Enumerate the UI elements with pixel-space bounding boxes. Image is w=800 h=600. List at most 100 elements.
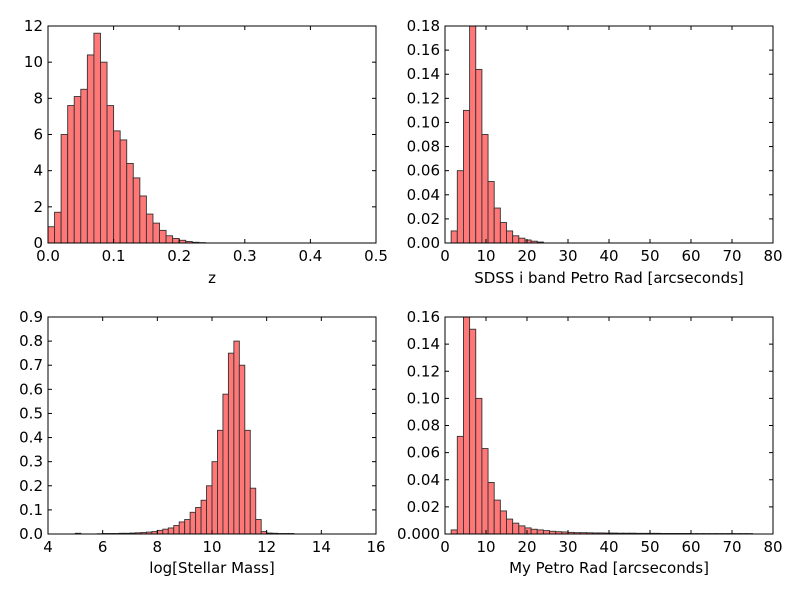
x-tick-label: 0 [440, 538, 450, 556]
x-tick-label: 40 [599, 247, 618, 265]
histogram-bar [506, 230, 514, 244]
histogram-bar [217, 429, 224, 535]
histogram-bar [227, 352, 235, 535]
histogram-bar [493, 499, 501, 535]
histogram-bar [238, 364, 246, 535]
histogram-bar [512, 522, 520, 535]
histogram-bar [450, 529, 458, 535]
y-tick-label: 0.06 [407, 444, 440, 462]
histogram-bar [469, 25, 477, 244]
y-tick-label: 0.04 [407, 186, 440, 204]
histogram-bar [145, 213, 154, 244]
histogram-bar [178, 521, 186, 535]
histogram-bar [184, 519, 191, 535]
histogram-bar [222, 393, 229, 535]
y-tick-label: 0.00 [407, 234, 440, 252]
y-tick-label: 4 [33, 162, 43, 180]
chart-panel-4: 0 10 20 30 40 50 60 70 80 0.000 0.02 0.04 0.06 0.08 0.… [397, 308, 783, 577]
histogram-bar [73, 96, 82, 244]
histogram-bar [463, 316, 471, 535]
histogram-bar [113, 130, 121, 244]
histogram-bar [530, 528, 538, 535]
x-tick-label: 60 [681, 538, 700, 556]
histogram-bar [80, 88, 88, 244]
histogram-bar [189, 511, 197, 535]
y-tick-label: 0.3 [19, 453, 43, 471]
histogram-bar [456, 435, 464, 535]
histogram-bar [156, 529, 164, 535]
y-tick-label: 6 [33, 126, 43, 144]
histogram-bar [255, 519, 262, 535]
x-axis-label: SDSS i band Petro Rad [arcseconds] [474, 269, 744, 287]
y-tick-label: 0.18 [407, 17, 440, 35]
x-tick-label: 0.1 [102, 247, 126, 265]
histogram-bar [173, 525, 180, 535]
histogram-bar [139, 195, 147, 244]
y-tick-label: 8 [33, 89, 43, 107]
y-tick-label: 0.06 [407, 162, 440, 180]
x-axis-label: z [208, 269, 216, 287]
y-tick-label: 0.12 [407, 89, 440, 107]
histogram-bar [126, 162, 134, 244]
histogram-bar [518, 237, 526, 244]
histogram-bar [165, 235, 174, 244]
y-tick-label: 0.10 [407, 113, 440, 131]
y-tick-label: 0.1 [19, 501, 43, 519]
y-tick-label: 0.04 [407, 471, 440, 489]
histogram-bar [542, 530, 551, 535]
histogram-bar [499, 222, 507, 244]
y-tick-label: 0.16 [407, 41, 440, 59]
y-tick-label: 0.8 [19, 332, 43, 350]
histogram-bar [100, 61, 108, 244]
y-tick-label: 0.5 [19, 404, 43, 422]
histogram-bar [493, 207, 501, 244]
y-tick-label: 0.02 [407, 210, 440, 228]
histogram-bar [463, 109, 471, 244]
histogram-bar [481, 448, 489, 535]
histogram-bar [211, 461, 218, 535]
y-tick-label: 0.2 [19, 477, 43, 495]
histogram-bar [469, 328, 477, 535]
x-axis-label: log[Stellar Mass] [149, 559, 274, 577]
x-tick-label: 70 [722, 538, 741, 556]
histogram-bar [249, 487, 257, 535]
y-tick-label: 0.14 [407, 65, 440, 83]
histogram-bar [67, 105, 75, 244]
y-tick-label: 0.7 [19, 356, 43, 374]
histogram-bar [119, 139, 128, 244]
y-tick-label: 0.12 [407, 362, 440, 380]
y-tick-label: 0.08 [407, 417, 440, 435]
histogram-bar [475, 397, 483, 535]
x-tick-label: 10 [476, 538, 495, 556]
histogram-bar [487, 482, 495, 535]
histogram-bar [200, 499, 207, 535]
x-tick-label: 0.0 [36, 247, 60, 265]
histogram-bar [132, 177, 141, 244]
x-tick-label: 6 [98, 538, 108, 556]
x-tick-label: 20 [517, 538, 536, 556]
histogram-bar [487, 181, 495, 244]
histogram-bar [536, 529, 544, 535]
histogram-bar [206, 485, 213, 535]
histogram-bar [481, 134, 489, 244]
histogram-bar [512, 235, 520, 244]
y-tick-label: 0.14 [407, 335, 440, 353]
x-tick-label: 0.4 [298, 247, 322, 265]
x-axis-label: My Petro Rad [arcseconds] [509, 559, 709, 577]
x-tick-label: 4 [43, 538, 53, 556]
histogram-bar [152, 222, 160, 244]
x-tick-label: 60 [681, 247, 700, 265]
histogram-bar [86, 54, 95, 244]
y-tick-label: 0 [33, 234, 43, 252]
x-tick-label: 30 [558, 538, 577, 556]
histogram-bar [93, 32, 101, 244]
chart-panel-3: 4 6 8 10 12 14 16 0.0 0.1 0.2 0.3 0.4 0.5 0.6 0.7 0.8 0.… [19, 308, 385, 577]
x-tick-label: 10 [476, 247, 495, 265]
x-tick-label: 20 [517, 247, 536, 265]
x-tick-label: 10 [202, 538, 221, 556]
x-tick-label: 70 [722, 247, 741, 265]
histogram-bar [244, 429, 251, 535]
histogram-bar [475, 68, 483, 244]
